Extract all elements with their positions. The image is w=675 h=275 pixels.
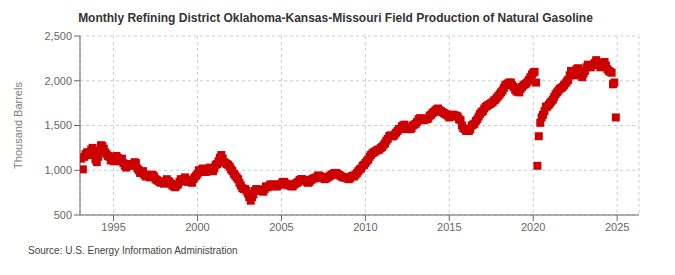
svg-text:1995: 1995 [101,221,125,233]
svg-text:2000: 2000 [185,221,209,233]
svg-text:2,000: 2,000 [44,75,72,87]
svg-text:2010: 2010 [353,221,377,233]
svg-text:1,500: 1,500 [44,119,72,131]
svg-text:2,500: 2,500 [44,30,72,42]
svg-text:1,000: 1,000 [44,164,72,176]
svg-text:Thousand Barrels: Thousand Barrels [12,82,24,169]
html-text:Source: U.S. Energy Informatio: Source: U.S. Energy Information Administ… [28,245,238,256]
html-text:Monthly Refining District Okla: Monthly Refining District Oklahoma-Kansa… [78,11,593,25]
svg-text:2015: 2015 [437,221,461,233]
svg-text:2005: 2005 [269,221,293,233]
svg-text:2025: 2025 [605,221,629,233]
svg-text:2020: 2020 [521,221,545,233]
svg-text:500: 500 [54,209,72,221]
